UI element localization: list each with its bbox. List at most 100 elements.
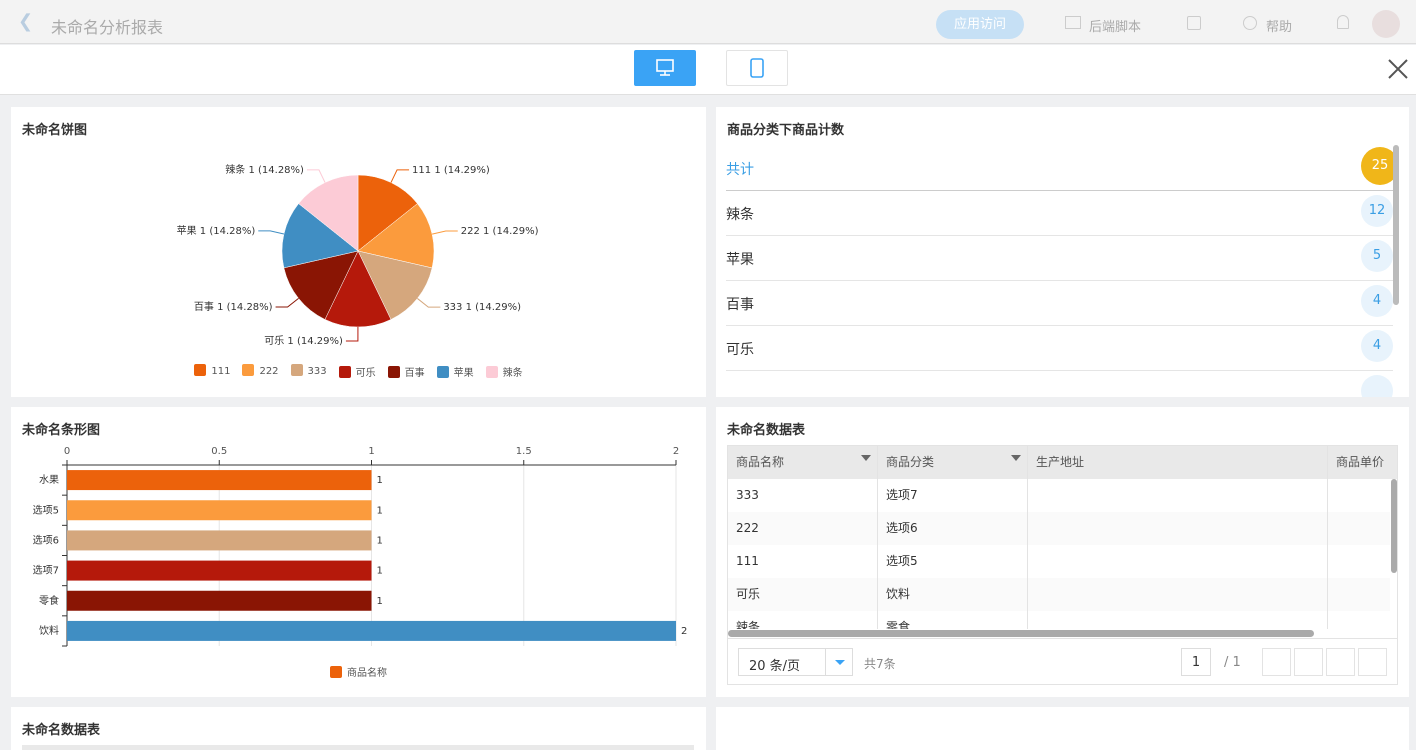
table-cell bbox=[1028, 611, 1328, 629]
legend-item: 222 bbox=[242, 364, 279, 379]
category-label: 可乐 bbox=[726, 342, 754, 358]
dropdown-arrow bbox=[825, 649, 853, 675]
count-row: 辣条 12 bbox=[726, 190, 1393, 236]
column-header[interactable]: 商品分类 bbox=[878, 446, 1028, 479]
bar bbox=[67, 530, 372, 551]
bar bbox=[67, 590, 372, 611]
leader-line bbox=[275, 297, 299, 308]
sort-icon bbox=[1011, 455, 1021, 461]
table-row: 333 选项7 bbox=[728, 479, 1390, 513]
data-label: 1 bbox=[377, 475, 383, 486]
table-cell bbox=[1028, 578, 1328, 611]
close-button[interactable] bbox=[1386, 57, 1410, 81]
legend-swatch bbox=[330, 666, 342, 678]
column-header: 商品单价 bbox=[1328, 446, 1397, 479]
app-access-button[interactable]: 应用访问 bbox=[936, 10, 1024, 39]
last-page[interactable] bbox=[1358, 648, 1387, 676]
legend-item: 可乐 bbox=[338, 364, 376, 379]
v-scrollbar[interactable] bbox=[1391, 479, 1397, 573]
x-tick-label: 2 bbox=[673, 446, 679, 457]
data-table: 商品名称 商品分类 生产地址 商品单价 333 选项7 222 选项6 111 选项5 可乐 饮料辣… bbox=[727, 445, 1398, 685]
bar bbox=[67, 500, 372, 521]
legend-swatch bbox=[290, 364, 303, 376]
data-label: 222 1 (14.29%) bbox=[461, 226, 539, 237]
page-size-select[interactable]: 20 条/页 bbox=[738, 648, 853, 676]
table-row: 222 选项6 bbox=[728, 512, 1390, 546]
data-label: 1 bbox=[377, 596, 383, 607]
sort-icon bbox=[861, 455, 871, 461]
help-button[interactable]: 帮助 bbox=[1266, 20, 1293, 35]
category-label: 百事 bbox=[726, 297, 754, 313]
table-cell: 饮料 bbox=[878, 578, 1028, 611]
leader-line bbox=[345, 326, 359, 342]
h-scrollbar[interactable] bbox=[728, 630, 1314, 637]
desktop-view-button[interactable] bbox=[634, 50, 696, 86]
data-label: 2 bbox=[681, 626, 687, 637]
mobile-view-button[interactable] bbox=[726, 50, 788, 86]
data-label: 1 bbox=[377, 566, 383, 577]
table-row: 可乐 饮料 bbox=[728, 578, 1390, 612]
panel-title: 未命名条形图 bbox=[22, 423, 101, 438]
count-panel: 商品分类下商品计数 共计 25 辣条 12 苹果 5 百事 4 可乐 4 bbox=[716, 107, 1409, 397]
next-page[interactable] bbox=[1326, 648, 1355, 676]
table-header: 商品名称 商品分类 生产地址 商品单价 bbox=[728, 446, 1397, 479]
table-header bbox=[22, 745, 694, 750]
panel-title: 商品分类下商品计数 bbox=[727, 123, 845, 138]
legend-item: 苹果 bbox=[436, 364, 474, 379]
toolbar bbox=[0, 45, 1416, 95]
column-header: 生产地址 bbox=[1028, 446, 1328, 479]
backend-script-button[interactable]: 后端脚本 bbox=[1089, 20, 1142, 35]
pie-slice bbox=[324, 250, 392, 328]
scrollbar[interactable] bbox=[1393, 145, 1399, 305]
first-page[interactable] bbox=[1262, 648, 1291, 676]
page-input[interactable]: 1 bbox=[1181, 648, 1211, 676]
table-cell: 111 bbox=[728, 545, 878, 578]
table-cell bbox=[1028, 545, 1328, 578]
count-row: 共计 25 bbox=[726, 145, 1399, 191]
back-button[interactable]: ❮ bbox=[18, 11, 34, 32]
legend-label: 商品名称 bbox=[347, 668, 387, 679]
desktop-icon bbox=[656, 59, 674, 76]
data-label: 1 bbox=[377, 535, 383, 546]
table-cell bbox=[1328, 611, 1390, 629]
table-cell bbox=[1328, 512, 1390, 545]
data-label: 可乐 1 (14.29%) bbox=[264, 335, 343, 347]
page-count: / 1 bbox=[1224, 655, 1241, 670]
legend-label: 111 bbox=[211, 366, 231, 377]
leader-line bbox=[390, 169, 410, 183]
pie-slice bbox=[357, 203, 435, 269]
column-header[interactable]: 商品名称 bbox=[728, 446, 878, 479]
legend-item: 111 bbox=[194, 364, 230, 379]
count-row: 可乐 4 bbox=[726, 325, 1393, 371]
bar-panel: 未命名条形图 0 0.5 1 1.5 2 水果 1 选项5 1 选项6 1 选项7 1 零食 1 饮料 2 商品… bbox=[11, 407, 706, 697]
avatar[interactable] bbox=[1372, 10, 1400, 38]
table-cell: 333 bbox=[728, 479, 878, 512]
pie-slice bbox=[357, 250, 433, 320]
table-cell: 辣条 bbox=[728, 611, 878, 629]
bottom-table-panel: 未命名数据表 bbox=[11, 707, 706, 750]
legend-item: 百事 bbox=[387, 364, 425, 379]
table-cell: 选项5 bbox=[878, 545, 1028, 578]
panel-title: 未命名数据表 bbox=[727, 423, 806, 438]
y-tick-label: 水果 bbox=[39, 474, 59, 486]
prev-page[interactable] bbox=[1294, 648, 1323, 676]
table-cell: 可乐 bbox=[728, 578, 878, 611]
y-tick-label: 饮料 bbox=[39, 624, 59, 637]
x-tick-label: 1 bbox=[368, 446, 374, 457]
legend-swatch bbox=[242, 364, 255, 376]
count-badge: 5 bbox=[1361, 240, 1393, 272]
top-bar: ❮ 未命名分析报表 应用访问 后端脚本 帮助 bbox=[0, 0, 1416, 44]
table-cell: 选项6 bbox=[878, 512, 1028, 545]
legend-label: 辣条 bbox=[502, 368, 523, 379]
legend-item: 辣条 bbox=[485, 364, 523, 379]
legend-label: 百事 bbox=[404, 368, 425, 379]
notification-icon[interactable] bbox=[1337, 15, 1349, 29]
y-tick-label: 选项6 bbox=[33, 533, 59, 546]
pager-buttons bbox=[1262, 648, 1388, 676]
user-icon[interactable] bbox=[1187, 16, 1201, 30]
table-panel: 未命名数据表 商品名称 商品分类 生产地址 商品单价 333 选项7 222 选项6 111 选… bbox=[716, 407, 1409, 697]
x-tick-label: 0 bbox=[64, 446, 70, 457]
y-tick-label: 选项7 bbox=[33, 564, 59, 577]
category-label: 共计 bbox=[726, 162, 754, 178]
legend-label: 222 bbox=[259, 366, 279, 377]
